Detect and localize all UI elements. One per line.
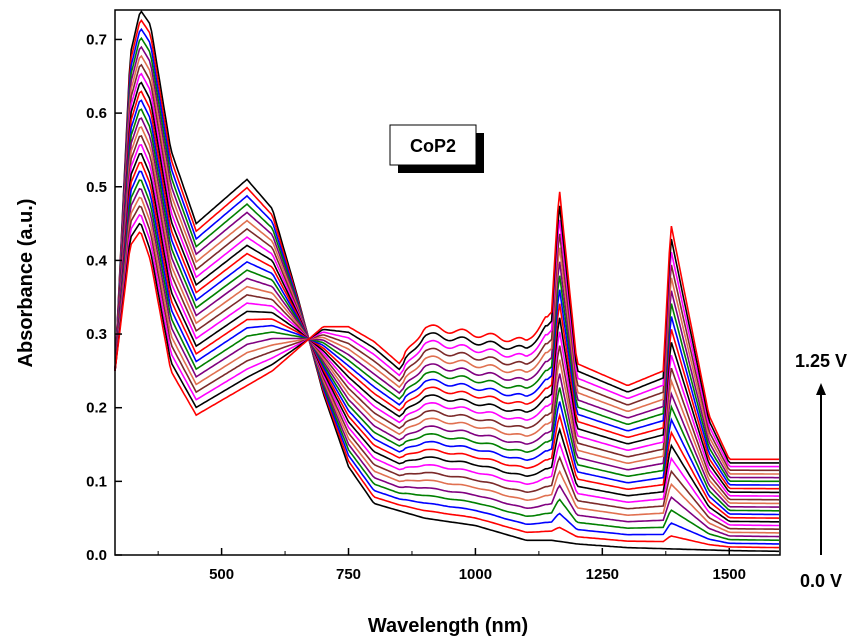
series-layer (114, 10, 780, 553)
y-tick-label: 0.5 (86, 179, 107, 196)
potential-arrow (816, 383, 826, 555)
spectrum-line (114, 90, 780, 519)
y-tick-label: 0.1 (86, 473, 107, 490)
spectrum-line (114, 63, 779, 530)
spectrum-line (114, 10, 779, 553)
y-axis: 0.0 0.1 0.2 0.3 0.4 0.5 0.6 0.7 (86, 31, 122, 564)
spectrum-line (114, 135, 780, 501)
y-tick-label: 0.4 (86, 252, 108, 269)
x-tick-label: 1000 (459, 566, 492, 583)
spectrum-line (114, 108, 779, 512)
x-tick-label: 500 (209, 566, 234, 583)
x-axis: 500 750 1000 1250 1500 (157, 548, 746, 583)
y-tick-label: 0.7 (86, 31, 107, 48)
x-tick-label: 750 (336, 566, 361, 583)
spectrum-line (114, 117, 779, 508)
arrow-bottom-label: 0.0 V (800, 571, 842, 591)
x-tick-label: 1250 (586, 566, 619, 583)
spectrum-line (114, 191, 779, 461)
spectrum-line (114, 72, 779, 527)
y-tick-label: 0.3 (86, 326, 107, 343)
x-tick-label: 1500 (713, 566, 746, 583)
spectrum-line (114, 45, 779, 538)
x-axis-title: Wavelength (nm) (368, 615, 528, 637)
y-tick-label: 0.6 (86, 105, 107, 122)
sample-label: CoP2 (410, 136, 456, 156)
y-tick-label: 0.0 (86, 547, 107, 564)
spectrum-line (114, 144, 779, 497)
plot-frame (114, 9, 781, 556)
y-tick-label: 0.2 (86, 400, 107, 417)
spectrum-line (114, 54, 779, 534)
sample-label-box: CoP2 (389, 124, 484, 173)
arrow-top-label: 1.25 V (795, 351, 847, 371)
spectrum-line (114, 27, 779, 545)
spectrum-line (114, 19, 779, 549)
spectrum-line (114, 81, 779, 523)
spectrum-line (114, 126, 779, 505)
y-axis-title: Absorbance (a.u.) (15, 199, 37, 368)
spectrum-line (114, 99, 779, 516)
spectrum-line (114, 36, 780, 542)
spectrum-line (114, 152, 779, 494)
